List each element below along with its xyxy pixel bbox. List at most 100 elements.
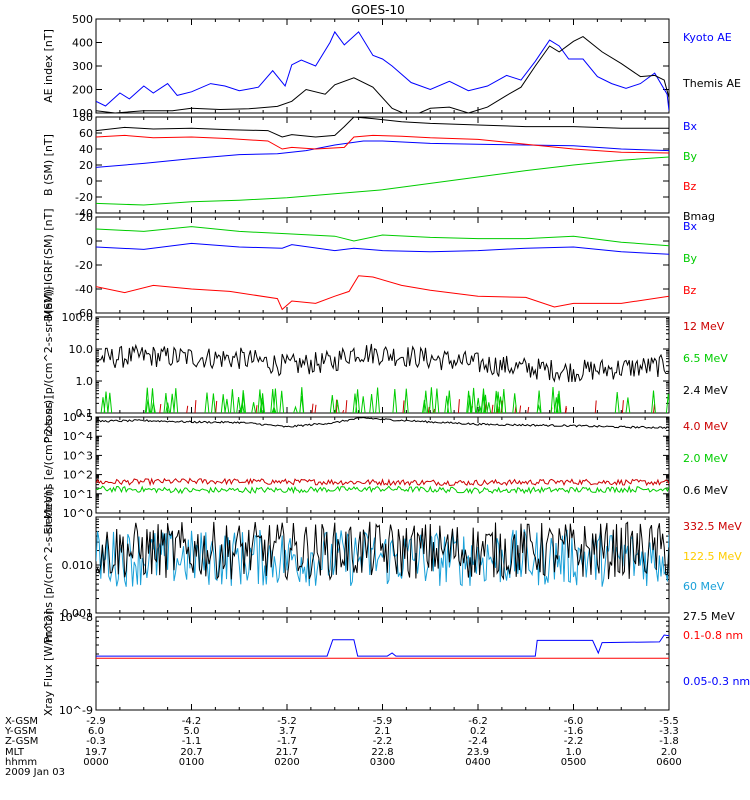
panel-2: -40 -20 0 20 40 60 80 B (SM) [nT] Bx By Bz Bmag [42,111,715,223]
legend-0.1-0.8-nm: 0.1-0.8 nm [683,629,743,642]
x-tick-value: 6.0 [88,726,104,737]
x-tick-value: 0.2 [470,726,486,737]
x-row-label: MLT [5,747,25,758]
x-tick-value: -5.2 [277,716,297,727]
legend-by: By [683,252,698,265]
date-label: 2009 Jan 03 [5,767,65,778]
y-tick-label: -20 [75,191,93,204]
series-line-27.5-mev [96,521,669,581]
series-line-bmag [96,117,669,138]
series-line-bz [96,134,669,154]
x-tick-value: -4.2 [182,716,202,727]
legend-122.5-mev: 122.5 MeV [683,550,742,563]
series-line-2.0-mev [96,484,669,495]
series-line-bz [96,275,669,311]
legend-2.4-mev: 2.4 MeV [683,384,728,397]
y-tick-label: 80 [79,111,93,124]
y-axis-label: Xray Flux [W/m^2] [42,611,55,716]
y-tick-label: 10^2 [63,469,93,482]
x-tick-value: 21.7 [276,747,298,758]
x-tick-value: -1.7 [277,736,297,747]
panel-frame [95,316,670,414]
y-tick-label: 40 [79,143,93,156]
series-line-themis-ae [96,36,669,113]
x-tick-value: 20.7 [180,747,202,758]
x-tick-value: 5.0 [184,726,200,737]
panel-frame [95,616,670,711]
x-tick-value: 2.0 [661,747,677,758]
x-tick-value: 0400 [465,757,490,768]
legend-27.5-mev: 27.5 MeV [683,610,735,623]
legend-bz: Bz [683,180,697,193]
x-tick-value: -6.0 [564,716,584,727]
y-tick-label: -40 [75,207,93,220]
x-tick-value: 0500 [561,757,586,768]
legend-kyoto-ae: Kyoto AE [683,31,732,44]
x-tick-value: 1.0 [566,747,582,758]
y-tick-label: 10^-9 [59,704,93,717]
panel-1: 100 200 300 400 500 AE index [nT] Kyoto AE Them… [42,13,741,120]
x-tick-value: -6.2 [468,716,488,727]
y-axis-label: B (SM) [nT] [42,134,55,196]
series-line-60-mev [96,529,669,587]
y-tick-label: 10^3 [63,449,93,462]
legend-0.6-mev: 0.6 MeV [683,484,728,497]
x-tick-value: 23.9 [467,747,489,758]
y-tick-label: 0 [86,235,93,248]
panel-frame [95,416,670,514]
legend-bx: Bx [683,120,698,133]
series-line-by [96,226,669,247]
x-row-label: hhmm [5,757,37,768]
x-tick-value: -2.9 [86,716,106,727]
y-tick-label: 10^0 [63,507,93,520]
y-tick-label: 500 [72,13,93,26]
x-tick-value: -0.3 [86,736,106,747]
x-tick-value: -2.4 [468,736,488,747]
panel-4: 0.1 1.0 10.0 100.0 Protons [p/(cm^2-s-sr-MeV… [42,287,728,444]
series-line-bx [96,242,669,255]
legend-332.5-mev: 332.5 MeV [683,520,742,533]
panel-frame [95,116,670,214]
y-axis-label: Protons [p/(cm^2-s-sr-MeV)] [42,487,55,644]
legend-themis-ae: Themis AE [682,77,741,90]
x-tick-value: -3.3 [659,726,679,737]
legend-60-mev: 60 MeV [683,580,725,593]
legend-6.5-mev: 6.5 MeV [683,352,728,365]
legend-12-mev: 12 MeV [683,320,725,333]
x-tick-value: -2.2 [373,736,393,747]
x-tick-value: 0100 [179,757,204,768]
y-tick-label: -60 [75,307,93,320]
y-axis-label: AE index [nT] [42,29,55,103]
y-tick-label: 20 [79,159,93,172]
panel-5: 10^0 10^1 10^2 10^3 10^4 10^5 Electrons [e/(cm… [42,396,728,535]
legend-4.0-mev: 4.0 MeV [683,420,728,433]
y-axis-label: Protons [p/(cm^2-s-sr-MeV)] [42,287,55,444]
y-axis-label: Electrons [e/(cm^2-s-sr)] [42,396,55,535]
series-line-0.05-0.3-nm [96,634,669,657]
x-tick-value: 22.8 [371,747,393,758]
x-row-label: Z-GSM [5,736,38,747]
legend-bz: Bz [683,284,697,297]
x-tick-value: -5.9 [373,716,393,727]
x-tick-value: 2.1 [375,726,391,737]
legend-0.05-0.3-nm: 0.05-0.3 nm [683,675,750,688]
x-tick-value: 0000 [83,757,108,768]
x-tick-value: 3.7 [279,726,295,737]
panel-6: 0.001 0.010 Protons [p/(cm^2-s-sr-MeV)] 332… [42,487,742,644]
y-tick-label: 10^4 [63,430,93,443]
y-tick-label: 300 [72,60,93,73]
series-line-4.0-mev [96,477,669,487]
x-tick-value: 0600 [656,757,681,768]
y-tick-label: -20 [75,259,93,272]
x-row-label: Y-GSM [4,726,37,737]
y-tick-label: 10^1 [63,488,93,501]
x-tick-value: -5.5 [659,716,679,727]
panel-frame [95,18,670,114]
x-tick-value: 0200 [274,757,299,768]
x-row-label: X-GSM [5,716,38,727]
x-tick-value: 19.7 [85,747,107,758]
y-tick-label: 100 [72,107,93,120]
legend-bmag: Bmag [683,210,715,223]
